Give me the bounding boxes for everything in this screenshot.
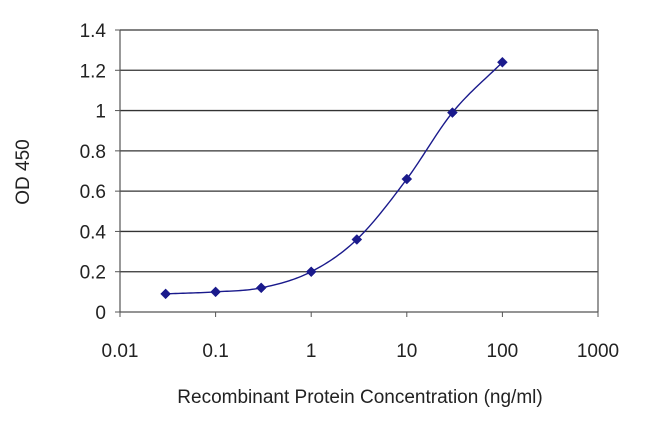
x-tick-label: 1 — [306, 341, 317, 362]
x-tick-label: 0.01 — [102, 341, 139, 362]
y-tick-label: 0 — [95, 303, 106, 324]
x-tick-label: 0.1 — [202, 341, 228, 362]
y-axis-title: OD 450 — [13, 139, 34, 204]
data-point — [305, 266, 317, 278]
x-tick-label: 10 — [396, 341, 417, 362]
y-tick-label: 1.4 — [80, 21, 107, 42]
x-tick-labels: 0.01 0.1 1 10 100 1000 — [102, 341, 620, 362]
grid-lines — [120, 29, 598, 273]
y-tick-label: 1.2 — [80, 61, 106, 82]
x-axis-title: Recombinant Protein Concentration (ng/ml… — [177, 387, 542, 408]
y-tick-label: 0.2 — [80, 263, 106, 284]
axes — [115, 29, 599, 317]
data-point — [351, 234, 363, 245]
x-tick-label: 100 — [487, 341, 519, 362]
x-tick-label: 1000 — [577, 341, 619, 362]
y-tick-label: 0.4 — [80, 222, 107, 243]
y-tick-label: 1 — [95, 102, 106, 123]
data-point — [210, 286, 221, 298]
fit-curve-layer — [165, 61, 503, 295]
data-point — [497, 56, 508, 68]
fitted-curve — [165, 61, 503, 295]
data-point — [401, 173, 413, 185]
y-tick-label: 0.6 — [80, 182, 106, 203]
y-tick-labels: 0 0.2 0.4 0.6 0.8 1 1.2 1.4 — [80, 21, 107, 324]
data-point — [160, 288, 171, 300]
y-tick-label: 0.8 — [80, 142, 106, 163]
data-points — [160, 56, 508, 300]
data-point — [447, 107, 458, 118]
data-point — [255, 282, 267, 294]
